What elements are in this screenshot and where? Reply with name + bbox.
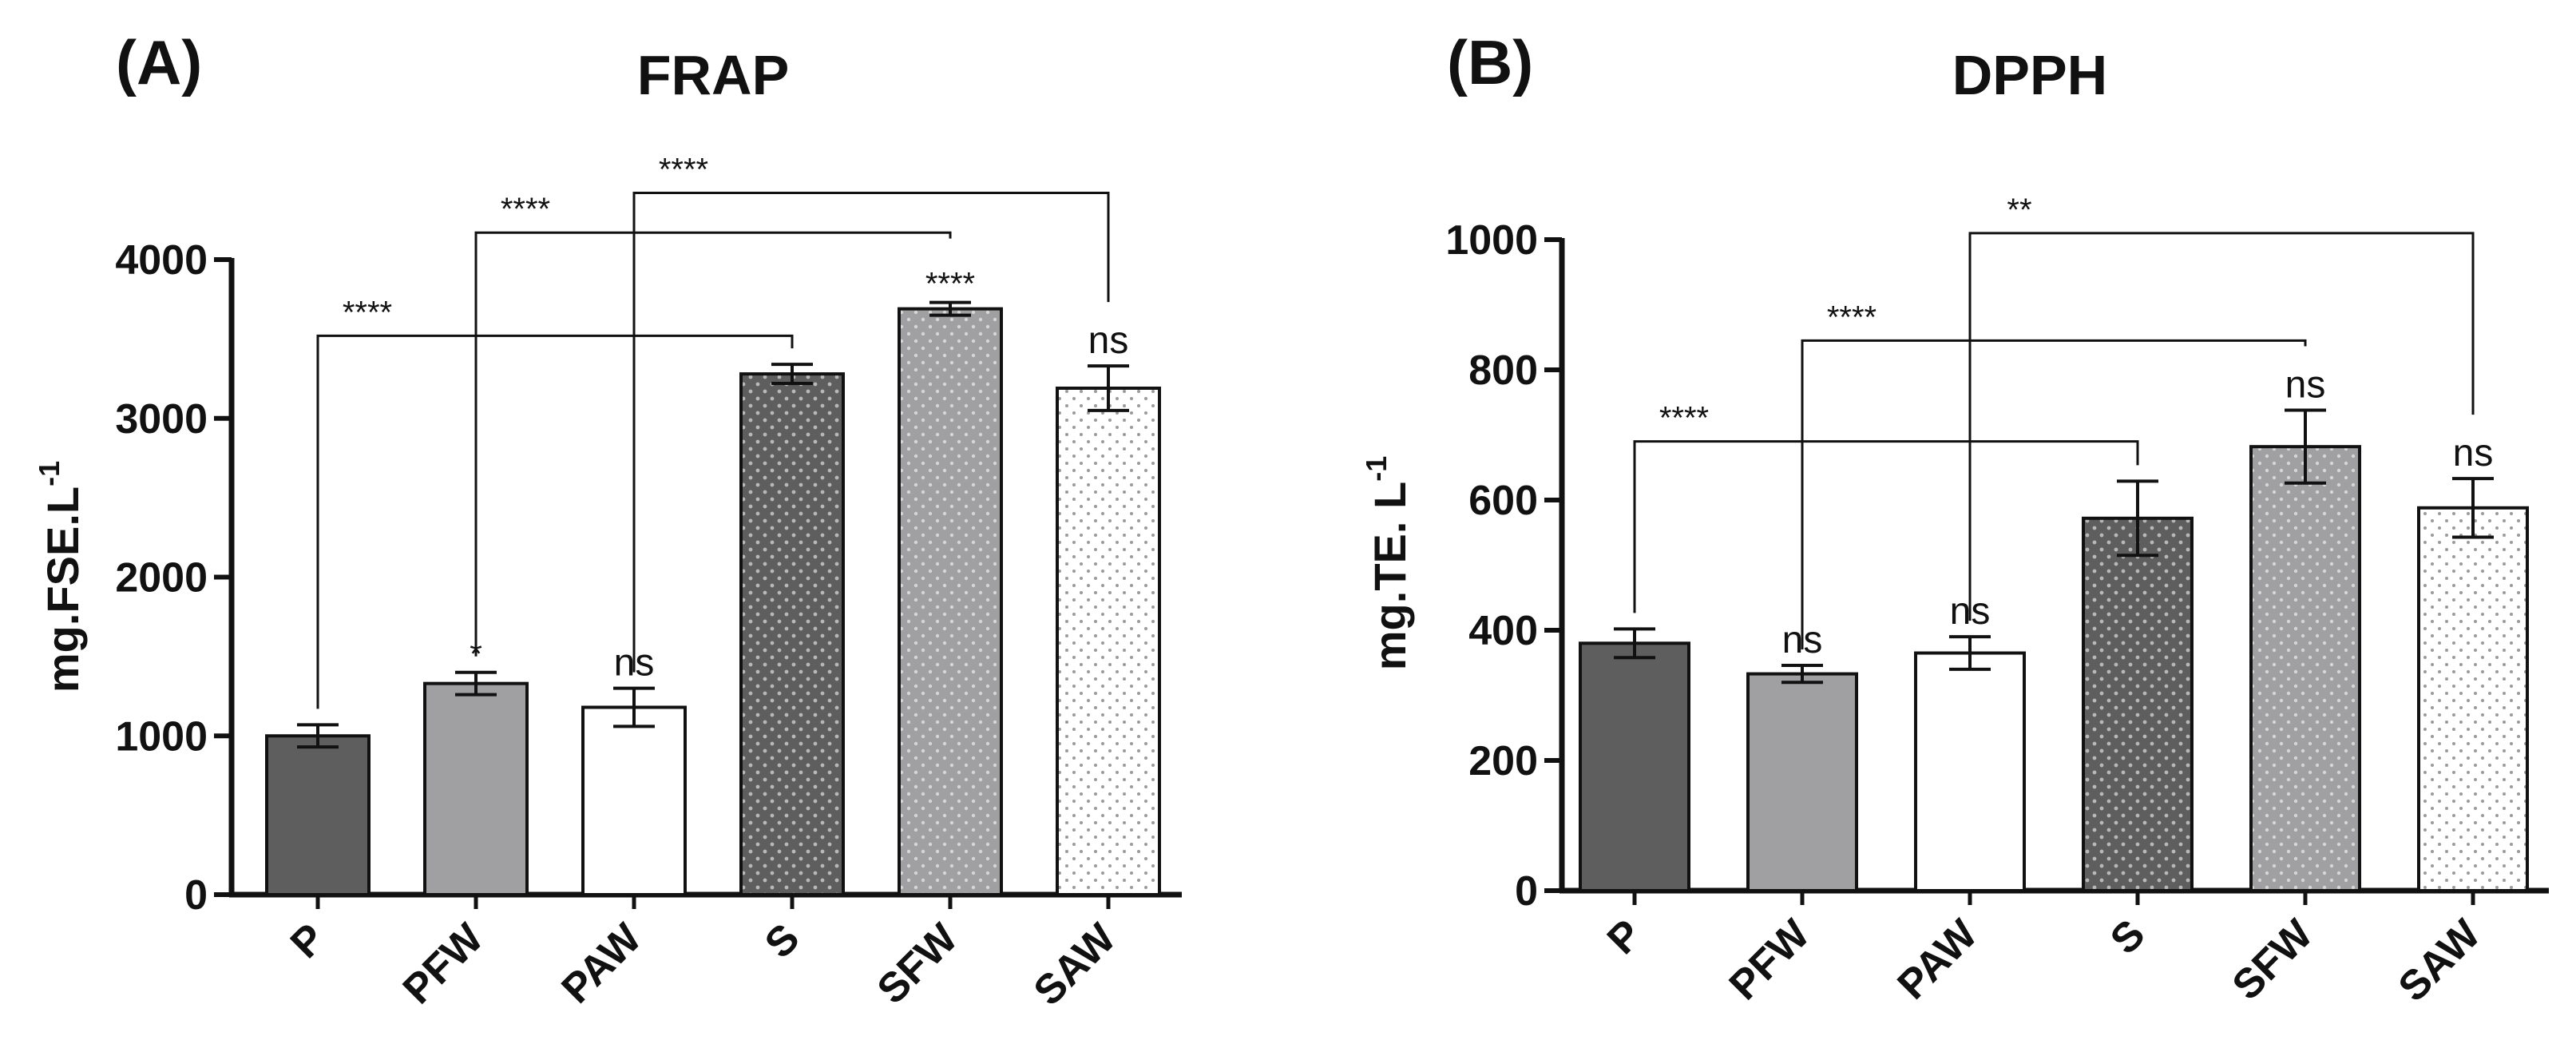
frap-y-tick-label: 4000 xyxy=(115,237,208,284)
dpph-bar-annotation-sfw: ns xyxy=(2285,364,2326,407)
frap-comparison-label-3: **** xyxy=(659,153,708,188)
dpph-comparison-label-1: **** xyxy=(1659,401,1709,436)
dpph-comparison-bracket-3 xyxy=(1968,232,2475,621)
dpph-category-label-pfw: PFW xyxy=(1721,911,1819,1009)
frap-bar-annotation-sfw: **** xyxy=(925,267,975,302)
dpph-chart-panel: (B) DPPH mg.TE. L-1 0 200 400 600 800 1000 P PFW ns… xyxy=(1360,27,2549,1010)
frap-y-tick-label: 2000 xyxy=(115,555,208,601)
dpph-comparison-label-2: **** xyxy=(1827,300,1877,335)
frap-bar-paw xyxy=(581,705,687,896)
frap-y-axis-title-text: mg.FSE.L xyxy=(38,486,88,693)
dpph-category-label-saw: SAW xyxy=(2390,911,2490,1010)
dpph-y-tick-label: 800 xyxy=(1468,347,1538,394)
dpph-y-tick-label: 600 xyxy=(1468,478,1538,524)
dpph-chart-title: DPPH xyxy=(1952,44,2107,106)
dpph-bar-pfw xyxy=(1746,672,1858,892)
frap-bar-saw xyxy=(1056,386,1161,896)
frap-y-tick-label: 1000 xyxy=(115,713,208,760)
dpph-y-tick-label: 0 xyxy=(1515,868,1538,915)
frap-category-label-p: P xyxy=(282,915,335,967)
dpph-y-tick-label: 400 xyxy=(1468,608,1538,654)
dpph-bar-annotation-saw: ns xyxy=(2453,432,2494,474)
frap-y-tick-label: 0 xyxy=(184,872,208,919)
frap-category-label-paw: PAW xyxy=(553,915,651,1013)
frap-category-label-saw: SAW xyxy=(1025,915,1125,1014)
dpph-comparison-bracket-1 xyxy=(1633,440,2139,613)
dpph-category-label-s: S xyxy=(2102,911,2154,963)
dpph-bar-sfw xyxy=(2249,445,2361,892)
dpph-y-axis-title-superscript: -1 xyxy=(1360,456,1393,482)
frap-bar-annotation-saw: ns xyxy=(1088,320,1129,362)
dpph-category-label-p: P xyxy=(1599,911,1651,963)
frap-category-label-sfw: SFW xyxy=(869,915,967,1013)
dpph-comparison-bracket-2 xyxy=(1801,339,2307,650)
dpph-bar-p xyxy=(1579,641,1690,892)
frap-y-tick-label: 3000 xyxy=(115,396,208,443)
dpph-comparison-label-3: ** xyxy=(2007,193,2031,228)
dpph-y-axis-title-text: mg.TE. L xyxy=(1365,482,1415,670)
dpph-bar-paw xyxy=(1914,651,2026,893)
dpph-bar-s xyxy=(2082,516,2194,892)
dpph-y-tick-label: 200 xyxy=(1468,738,1538,784)
frap-y-axis-title-superscript: -1 xyxy=(33,461,65,486)
frap-category-label-pfw: PFW xyxy=(394,915,493,1013)
frap-comparison-label-1: **** xyxy=(343,295,392,330)
frap-comparison-label-2: **** xyxy=(501,192,550,227)
dpph-category-label-paw: PAW xyxy=(1888,911,1987,1009)
frap-bar-pfw xyxy=(423,681,529,896)
frap-category-label-s: S xyxy=(756,915,809,967)
frap-comparison-bracket-2 xyxy=(474,231,952,657)
frap-panel-label: (A) xyxy=(116,27,202,97)
dpph-y-axis-title: mg.TE. L-1 xyxy=(1360,456,1415,670)
frap-y-axis-title: mg.FSE.L-1 xyxy=(33,461,88,693)
dpph-y-tick-label: 1000 xyxy=(1445,217,1538,264)
frap-bar-s xyxy=(739,372,845,897)
frap-comparison-bracket-3 xyxy=(632,192,1110,673)
dpph-panel-label: (B) xyxy=(1447,27,1533,97)
frap-bar-sfw xyxy=(898,307,1003,896)
frap-bar-p xyxy=(265,734,371,896)
dpph-category-label-sfw: SFW xyxy=(2224,911,2322,1009)
frap-chart-title: FRAP xyxy=(637,44,790,106)
frap-comparison-bracket-1 xyxy=(316,334,794,709)
dpph-bar-saw xyxy=(2417,506,2529,893)
